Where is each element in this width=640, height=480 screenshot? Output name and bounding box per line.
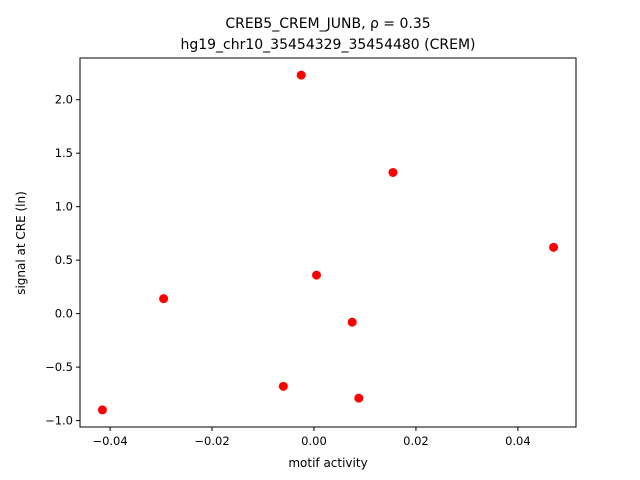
x-tick-label: 0.00 — [301, 434, 327, 448]
x-axis-label: motif activity — [288, 456, 367, 470]
data-point-8 — [388, 167, 398, 177]
y-axis-label: signal at CRE (ln) — [14, 191, 28, 295]
chart-title-line2: hg19_chr10_35454329_35454480 (CREM) — [180, 37, 475, 53]
y-tick-label: 2.0 — [55, 93, 73, 107]
data-point-2 — [159, 294, 169, 304]
plot-frame — [79, 57, 577, 428]
x-tick-label: −0.02 — [194, 434, 229, 448]
y-tick-label: −1.0 — [45, 414, 73, 428]
data-point-4 — [296, 70, 306, 80]
y-tick-label: −0.5 — [45, 360, 73, 374]
x-tick-label: 0.02 — [403, 434, 429, 448]
data-point-3 — [278, 381, 288, 391]
data-point-7 — [354, 393, 364, 403]
data-point-9 — [549, 242, 559, 252]
chart-title-line1: CREB5_CREM_JUNB, ρ = 0.35 — [225, 16, 430, 32]
plot-area — [80, 58, 576, 427]
x-tick-label: 0.04 — [505, 434, 531, 448]
data-point-6 — [347, 317, 357, 327]
y-tick-label: 1.0 — [55, 200, 73, 214]
data-point-5 — [312, 270, 322, 280]
y-tick-label: 0.0 — [55, 307, 73, 321]
y-tick-label: 0.5 — [55, 253, 73, 267]
data-point-1 — [97, 405, 107, 415]
x-tick-label: −0.04 — [92, 434, 127, 448]
y-tick-label: 1.5 — [55, 146, 73, 160]
